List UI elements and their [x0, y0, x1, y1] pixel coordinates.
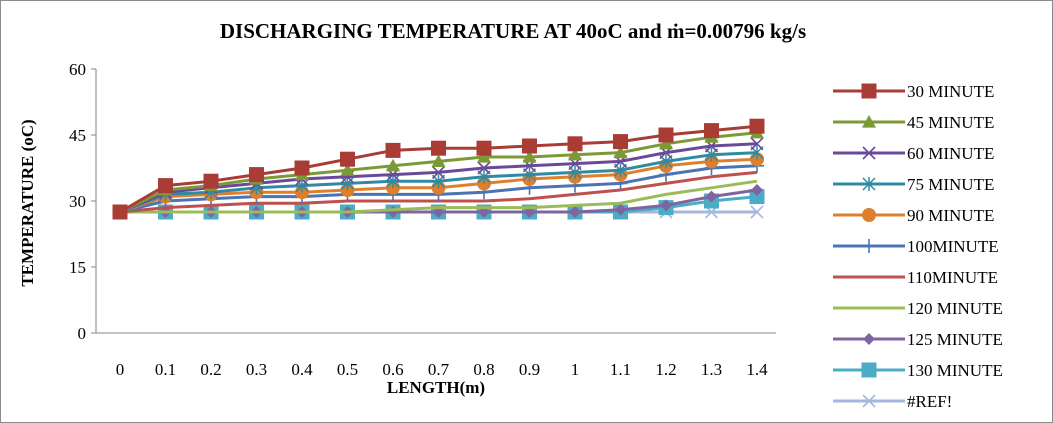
- data-point: [705, 190, 718, 203]
- data-point: [385, 142, 401, 158]
- chart-title: DISCHARGING TEMPERATURE AT 40oC and ṁ=0.…: [220, 19, 806, 43]
- data-point: [340, 163, 355, 176]
- x-tick-label: 1.3: [701, 360, 722, 379]
- y-tick-label: 60: [69, 60, 86, 79]
- data-point: [750, 205, 764, 219]
- legend-marker: [862, 394, 876, 408]
- data-point: [112, 204, 128, 220]
- data-point: [295, 178, 309, 193]
- data-point: [569, 206, 581, 218]
- series-layer: [112, 118, 765, 220]
- series-group: [112, 118, 765, 220]
- series-line: [120, 179, 758, 214]
- x-tick-label: 0: [116, 360, 125, 379]
- data-point: [431, 140, 446, 156]
- data-point: [158, 178, 173, 194]
- legend: 30 MINUTE 45 MINUTE 60 MINUTE 75 MINUTE 90 M…: [833, 82, 1003, 411]
- data-point: [704, 123, 719, 139]
- legend-marker: [863, 333, 875, 345]
- x-tick-label: 0.4: [291, 360, 313, 379]
- legend-item: 130 MINUTE: [833, 361, 1003, 380]
- plot-area: 0 15 30 45 60 0 0.1 0.2 0.3 0.4 0.5 0.6 0.7 0.8 0.9 1 1.…: [69, 60, 776, 379]
- legend-item: 125 MINUTE: [833, 330, 1003, 349]
- legend-item: #REF!: [833, 392, 952, 411]
- data-point: [614, 203, 627, 216]
- data-point: [659, 136, 673, 150]
- data-point: [386, 174, 400, 189]
- y-tick-label: 15: [69, 258, 86, 277]
- x-tick-label: 0.3: [246, 360, 267, 379]
- data-point: [751, 184, 763, 196]
- legend-item: 60 MINUTE: [833, 144, 994, 163]
- data-point: [660, 199, 672, 212]
- data-point: [340, 176, 355, 191]
- data-point: [386, 158, 400, 172]
- data-point: [749, 118, 765, 134]
- x-tick-label: 0.6: [382, 360, 403, 379]
- legend-label: 110MINUTE: [907, 268, 998, 287]
- legend-marker: [862, 146, 876, 160]
- data-point: [750, 137, 764, 151]
- data-point: [340, 151, 355, 167]
- legend-marker: [862, 239, 876, 253]
- legend-item: 75 MINUTE: [833, 175, 994, 194]
- data-point: [613, 145, 628, 159]
- legend-label: 120 MINUTE: [907, 299, 1003, 318]
- x-tick-label: 0.9: [519, 360, 540, 379]
- series-group: [120, 179, 758, 214]
- x-tick-label: 1.1: [610, 360, 631, 379]
- x-tick-label: 1.2: [655, 360, 676, 379]
- y-tick-label: 0: [78, 324, 87, 343]
- data-point: [203, 173, 219, 189]
- y-axis-title: TEMPERATURE (oC): [18, 119, 37, 286]
- legend-marker: [862, 115, 876, 128]
- data-point: [476, 140, 492, 156]
- legend-label: 60 MINUTE: [907, 144, 994, 163]
- legend-item: 100MINUTE: [833, 237, 999, 256]
- legend-label: 90 MINUTE: [907, 206, 994, 225]
- legend-marker: [862, 208, 876, 222]
- data-point: [658, 127, 674, 143]
- data-point: [431, 165, 446, 179]
- data-point: [567, 136, 583, 152]
- legend-label: 45 MINUTE: [907, 113, 994, 132]
- x-tick-label: 1.4: [746, 360, 768, 379]
- x-tick-label: 0.5: [337, 360, 358, 379]
- x-tick-label: 0.8: [473, 360, 494, 379]
- legend-marker: [862, 177, 876, 191]
- data-point: [294, 160, 310, 176]
- x-tick-label: 1: [571, 360, 580, 379]
- x-axis-title: LENGTH(m): [387, 378, 485, 397]
- y-tick-label: 30: [69, 192, 86, 211]
- legend-item: 30 MINUTE: [833, 82, 994, 101]
- legend-label: 125 MINUTE: [907, 330, 1003, 349]
- data-point: [522, 150, 537, 163]
- data-point: [431, 154, 446, 167]
- x-tick-label: 0.7: [428, 360, 450, 379]
- legend-item: 90 MINUTE: [833, 206, 994, 225]
- y-tick-label: 45: [69, 126, 86, 145]
- legend-label: #REF!: [907, 392, 952, 411]
- data-point: [613, 134, 628, 150]
- data-point: [477, 161, 491, 175]
- data-point: [477, 150, 491, 163]
- x-tick-label: 0.1: [155, 360, 176, 379]
- legend-label: 100MINUTE: [907, 237, 999, 256]
- data-point: [568, 147, 582, 161]
- legend-item: 45 MINUTE: [833, 113, 994, 132]
- x-tick-label: 0.2: [200, 360, 221, 379]
- legend-label: 30 MINUTE: [907, 82, 994, 101]
- legend-item: 110MINUTE: [833, 268, 998, 287]
- legend-label: 130 MINUTE: [907, 361, 1003, 380]
- legend-label: 75 MINUTE: [907, 175, 994, 194]
- legend-item: 120 MINUTE: [833, 299, 1003, 318]
- legend-marker: [861, 83, 877, 99]
- data-point: [249, 167, 264, 183]
- data-point: [522, 138, 537, 154]
- legend-marker: [861, 362, 877, 378]
